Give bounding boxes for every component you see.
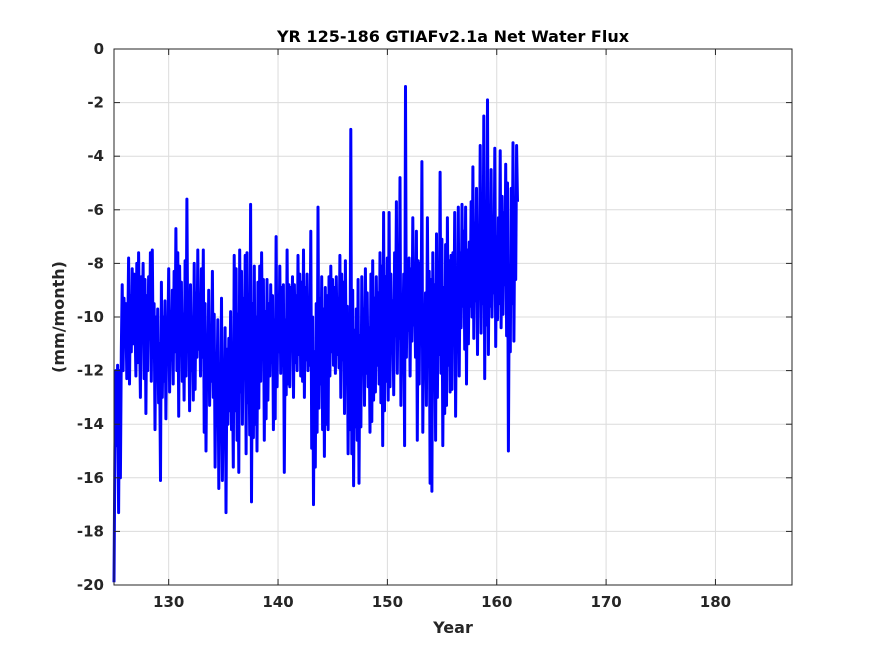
y-tick-labels: -20-18-16-14-12-10-8-6-4-20 [77, 40, 104, 594]
y-tick-label: -18 [77, 522, 104, 540]
y-tick-label: -20 [77, 576, 104, 594]
y-tick-label: -16 [77, 469, 104, 487]
y-tick-label: -2 [87, 94, 104, 112]
y-tick-label: -12 [77, 362, 104, 380]
y-axis-label: (mm/month) [49, 261, 68, 373]
series-layer [112, 85, 519, 583]
x-tick-label: 170 [590, 593, 621, 611]
x-tick-label: 150 [372, 593, 403, 611]
tick-marks [114, 48, 792, 586]
y-tick-label: -4 [87, 147, 104, 165]
y-tick-label: 0 [94, 40, 104, 58]
y-tick-label: -6 [87, 201, 104, 219]
x-tick-labels: 130 140 150 160 170 180 [153, 593, 731, 611]
y-tick-label: -10 [77, 308, 104, 326]
x-axis-label: Year [432, 618, 473, 637]
y-tick-label: -8 [87, 254, 104, 272]
x-tick-label: 180 [700, 593, 731, 611]
chart-title: YR 125-186 GTIAFv2.1a Net Water Flux [276, 27, 630, 46]
y-tick-label: -14 [77, 415, 104, 433]
x-tick-label: 160 [481, 593, 512, 611]
x-tick-label: 130 [153, 593, 184, 611]
x-tick-label: 140 [262, 593, 293, 611]
series-line [112, 85, 519, 583]
